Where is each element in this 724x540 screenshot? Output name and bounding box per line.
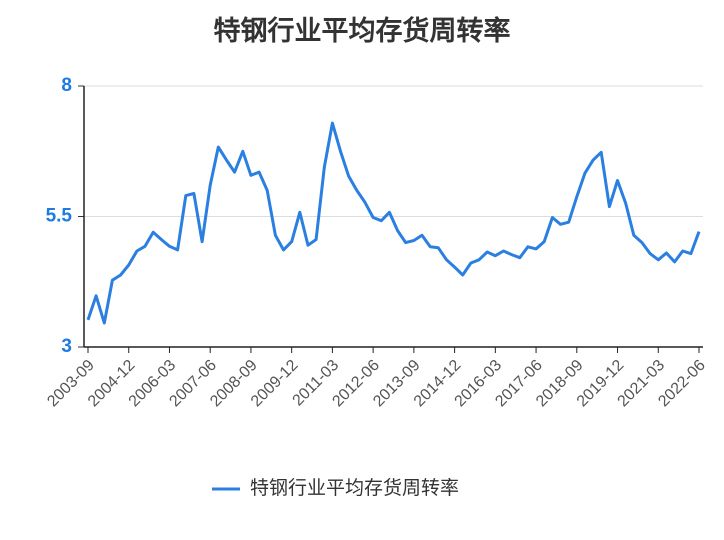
chart-title: 特钢行业平均存货周转率: [214, 15, 511, 46]
line: [86, 121, 701, 325]
y-tick-label: 5.5: [46, 206, 73, 227]
y-tick-label: 8: [61, 75, 72, 96]
y-tick-label: 3: [61, 336, 72, 357]
legend-label: 特钢行业平均存货周转率: [250, 477, 459, 499]
